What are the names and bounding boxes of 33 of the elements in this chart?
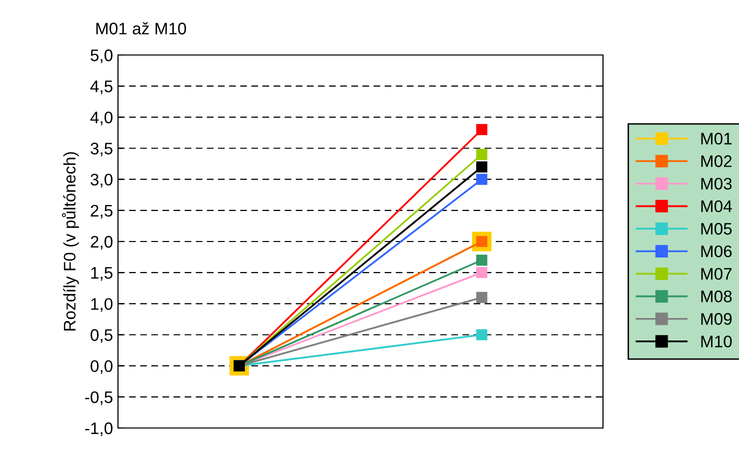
point [476,267,488,278]
legend-label: M07 [701,268,732,280]
legend-label: M01 [701,132,732,145]
point [476,161,488,172]
legend-label: M05 [701,222,732,235]
y-tick-label: 0,0 [90,360,112,374]
y-tick-label: 3,5 [90,142,112,156]
legend-label: M06 [701,245,732,258]
point [476,124,488,136]
y-tick-label: 2,0 [90,236,112,250]
y-axis-title: Rozdíly F0 (v půltónech) [62,152,79,330]
legend-label: M02 [701,155,732,168]
y-tick-label: 5,0 [90,49,112,64]
y-tick-label: 1,0 [91,298,112,312]
y-tick-label: -1,0 [85,422,112,436]
legend-label: M10 [701,336,732,348]
legend-label: M03 [701,178,732,190]
y-tick-label: 2,5 [90,204,112,219]
point [476,254,488,266]
y-tick-label: 4,0 [90,112,112,126]
chart-title: M01 až M10 [96,22,186,34]
legend-label: M08 [701,290,732,302]
point [476,148,488,160]
legend-label: M09 [701,313,732,325]
y-tick-label: 3,0 [90,174,112,188]
legend-label: M04 [701,200,732,212]
y-tick-label: 4,5 [90,80,112,94]
y-tick-label: 0,5 [90,329,112,343]
y-tick-label: 1,5 [91,267,112,281]
point [476,292,488,304]
y-tick-label: -0,5 [85,391,112,406]
point [476,174,488,185]
point [476,329,488,340]
